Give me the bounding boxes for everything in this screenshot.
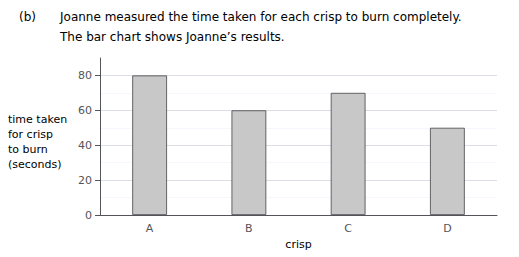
svg-text:(b): (b) (19, 10, 36, 24)
svg-text:for crisp: for crisp (8, 128, 53, 141)
svg-text:to burn: to burn (8, 143, 48, 156)
svg-text:Joanne measured the time taken: Joanne measured the time taken for each … (59, 10, 462, 24)
svg-text:(seconds): (seconds) (8, 158, 62, 171)
svg-text:80: 80 (78, 69, 92, 82)
svg-text:crisp: crisp (285, 238, 311, 251)
svg-text:The bar chart shows Joanne’s r: The bar chart shows Joanne’s results. (59, 30, 285, 44)
svg-text:20: 20 (78, 174, 92, 187)
svg-text:40: 40 (78, 139, 92, 152)
svg-text:D: D (443, 222, 451, 235)
svg-text:time taken: time taken (8, 113, 67, 126)
svg-text:C: C (344, 222, 352, 235)
svg-text:A: A (146, 222, 154, 235)
svg-text:B: B (245, 222, 253, 235)
svg-text:60: 60 (78, 104, 92, 117)
svg-text:0: 0 (85, 209, 92, 222)
